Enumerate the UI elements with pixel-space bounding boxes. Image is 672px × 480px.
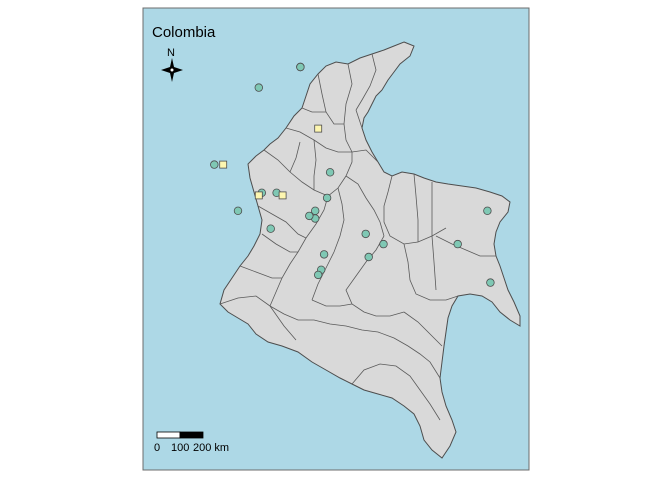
scale-bar-black-segment — [179, 431, 204, 439]
scale-bar: 0 100 200 km — [154, 431, 229, 454]
circle-marker — [254, 83, 263, 92]
north-arrow: N — [161, 47, 183, 82]
scale-label-200km: 200 km — [193, 442, 229, 454]
circle-marker — [483, 206, 492, 215]
circle-marker — [361, 229, 370, 239]
scale-label-0: 0 — [154, 442, 160, 454]
circle-marker — [305, 211, 314, 221]
square-marker — [254, 191, 263, 200]
circle-marker — [453, 239, 462, 249]
circle-marker — [325, 168, 335, 177]
scale-label-100: 100 — [171, 442, 189, 454]
scale-bar-white-segment — [156, 431, 181, 439]
circle-marker — [364, 252, 373, 262]
north-arrow-label: N — [167, 47, 175, 59]
square-marker — [314, 124, 323, 133]
circle-marker — [266, 224, 275, 233]
square-markers — [219, 124, 323, 200]
circle-marker — [210, 160, 219, 169]
circle-marker — [319, 250, 329, 259]
country-outline — [219, 41, 521, 459]
circle-marker — [233, 206, 243, 215]
circle-marker — [296, 62, 305, 72]
circle-marker — [314, 270, 323, 280]
circle-markers — [210, 62, 495, 287]
map-title: Colombia — [152, 24, 216, 41]
square-marker — [278, 191, 287, 200]
circle-marker — [322, 193, 332, 203]
circle-marker — [379, 239, 388, 249]
square-marker — [219, 160, 228, 169]
circle-marker — [486, 278, 495, 287]
department-borders — [219, 53, 496, 421]
